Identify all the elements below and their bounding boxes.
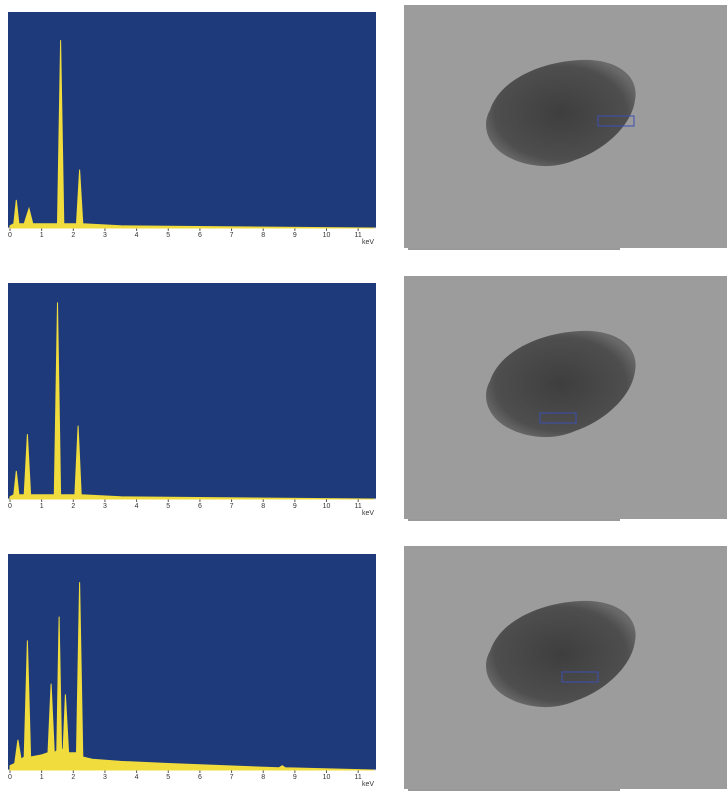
x-axis-label: keV	[362, 510, 374, 517]
x-tick-label: 1	[40, 774, 44, 781]
x-tick-label: 9	[293, 503, 297, 510]
spectrum	[9, 302, 375, 500]
sem-image	[404, 546, 727, 791]
x-tick-label: 3	[103, 503, 107, 510]
x-tick-label: 1	[40, 232, 44, 239]
x-tick-label: 4	[135, 232, 139, 239]
x-tick-label: 3	[103, 774, 107, 781]
spectrum	[9, 582, 375, 771]
x-tick-label: 6	[198, 774, 202, 781]
x-tick-label: 2	[71, 232, 75, 239]
plot-area	[8, 554, 376, 770]
x-tick-label: 11	[355, 774, 362, 781]
x-tick-label: 9	[293, 232, 297, 239]
x-tick-label: 11	[355, 503, 362, 510]
sem-image	[404, 5, 727, 250]
spectrum	[9, 40, 375, 229]
x-tick-label: 7	[230, 503, 234, 510]
x-tick-label: 4	[135, 774, 139, 781]
x-tick-label: 1	[40, 503, 44, 510]
sem-image	[404, 276, 727, 521]
x-axis-label: keV	[362, 239, 374, 246]
x-tick-label: 2	[71, 774, 75, 781]
plot-area	[8, 12, 376, 228]
x-tick-label: 0	[8, 232, 12, 239]
x-tick-label: 5	[166, 232, 170, 239]
plot-area	[8, 283, 376, 499]
x-tick-label: 7	[230, 774, 234, 781]
x-tick-label: 0	[8, 774, 12, 781]
x-tick-label: 10	[323, 503, 331, 510]
x-tick-label: 5	[166, 774, 170, 781]
x-tick-label: 11	[355, 232, 362, 239]
x-tick-label: 8	[261, 232, 265, 239]
x-tick-label: 0	[8, 503, 12, 510]
x-tick-label: 10	[323, 232, 331, 239]
x-tick-label: 4	[135, 503, 139, 510]
x-tick-label: 10	[323, 774, 331, 781]
x-tick-label: 9	[293, 774, 297, 781]
x-tick-label: 5	[166, 503, 170, 510]
x-tick-label: 8	[261, 774, 265, 781]
x-tick-label: 7	[230, 232, 234, 239]
x-tick-label: 3	[103, 232, 107, 239]
x-tick-label: 2	[71, 503, 75, 510]
x-axis-label: keV	[362, 781, 374, 788]
x-tick-label: 6	[198, 503, 202, 510]
x-tick-label: 8	[261, 503, 265, 510]
x-tick-label: 6	[198, 232, 202, 239]
